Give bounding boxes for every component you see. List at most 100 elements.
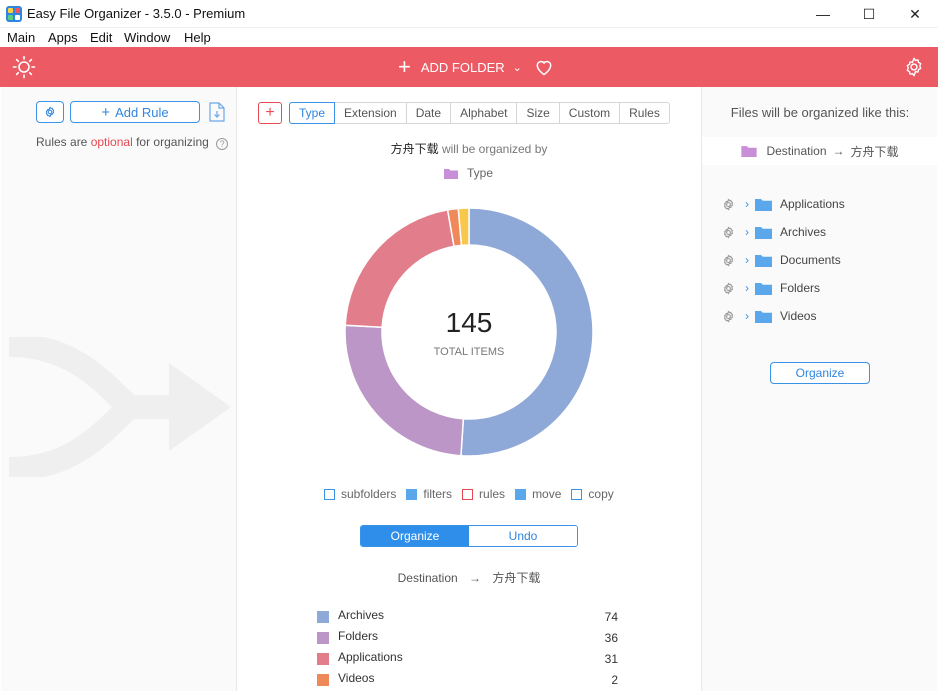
note-prefix: Rules are <box>36 135 88 149</box>
legend-label: rules <box>479 487 506 501</box>
minimize-button[interactable]: — <box>816 6 830 22</box>
gear-icon <box>45 106 55 118</box>
stat-count: 2 <box>611 673 618 687</box>
stat-row: Applications 31 <box>316 649 618 670</box>
stat-swatch <box>317 653 329 665</box>
legend-swatch <box>571 488 583 500</box>
folder-icon <box>755 310 772 323</box>
theme-sun-icon[interactable] <box>12 55 36 79</box>
preview-organize-button[interactable]: Organize <box>770 362 870 384</box>
tree-item-archives[interactable]: › Archives <box>722 218 845 246</box>
organize-undo-switch: Organize Undo <box>360 525 578 547</box>
stat-count: 74 <box>604 610 618 624</box>
preview-title: Files will be organized like this: <box>730 105 910 120</box>
folder-icon <box>755 282 772 295</box>
stat-count: 36 <box>604 631 618 645</box>
legend-label: subfolders <box>341 487 397 501</box>
legend-subfolders[interactable]: subfolders <box>324 487 396 501</box>
rules-panel: + Add Rule Rules are optional for organi… <box>1 87 237 691</box>
close-button[interactable]: ✕ <box>909 5 921 22</box>
destination-line: Destination → 方舟下载 <box>238 569 700 586</box>
stat-swatch <box>317 674 329 686</box>
tree-item-documents[interactable]: › Documents <box>722 246 845 274</box>
menu-help[interactable]: Help <box>184 30 211 45</box>
arrow-right-icon: → <box>832 144 845 158</box>
type-stats-list: Archives 74 Folders 36 Applications 31 V… <box>316 607 618 691</box>
tree-label: Applications <box>780 197 845 211</box>
rules-note: Rules are optional for organizing ? <box>36 135 229 150</box>
stat-label: Videos <box>338 671 375 685</box>
total-label: TOTAL ITEMS <box>433 346 505 358</box>
settings-gear-icon[interactable] <box>903 56 925 78</box>
legend-swatch <box>462 488 474 500</box>
tab-extension[interactable]: Extension <box>335 103 407 123</box>
chevron-right-icon[interactable]: › <box>745 281 749 295</box>
stat-swatch <box>317 632 329 644</box>
arrow-right-icon: → <box>469 571 482 585</box>
stat-label: Archives <box>338 608 385 622</box>
tab-rules[interactable]: Rules <box>629 106 660 120</box>
gear-icon[interactable] <box>722 254 735 267</box>
folder-icon <box>755 198 772 211</box>
gear-icon[interactable] <box>722 282 735 295</box>
tab-size[interactable]: Size <box>517 103 560 123</box>
stat-label: Folders <box>338 629 379 643</box>
add-filter-button[interactable]: + <box>258 102 282 124</box>
stat-row: Folders 36 <box>316 628 618 649</box>
add-folder-button[interactable]: + ADD FOLDER ⌄ <box>398 55 522 79</box>
legend-swatch <box>515 488 527 500</box>
chevron-down-icon[interactable]: ⌄ <box>512 61 522 74</box>
gear-icon[interactable] <box>722 310 735 323</box>
donut-slice-folders[interactable] <box>344 324 465 457</box>
organize-panel: + Type Extension Date Alphabet Size Cust… <box>238 87 700 691</box>
menu-edit[interactable]: Edit <box>90 30 113 45</box>
top-toolbar: + ADD FOLDER ⌄ <box>0 47 938 87</box>
tab-date[interactable]: Date <box>407 103 452 123</box>
donut-slice-documents[interactable] <box>457 207 470 247</box>
folder-icon <box>755 254 772 267</box>
tree-item-videos[interactable]: › Videos <box>722 302 845 330</box>
folder-icon <box>741 146 758 157</box>
organized-by-caption: 方舟下载 will be organized by <box>238 140 700 157</box>
tree-item-applications[interactable]: › Applications <box>722 190 845 218</box>
note-optional: optional <box>90 135 133 149</box>
undo-button[interactable]: Undo <box>469 526 577 546</box>
chevron-right-icon[interactable]: › <box>745 225 749 239</box>
organize-button[interactable]: Organize <box>361 526 469 546</box>
tab-alphabet[interactable]: Alphabet <box>451 103 518 123</box>
legend-copy[interactable]: copy <box>571 487 614 501</box>
tree-label: Archives <box>780 225 827 239</box>
legend-swatch <box>324 488 335 500</box>
legend-filters[interactable]: filters <box>406 487 452 501</box>
organized-by-type: Type <box>444 166 493 180</box>
organized-by-text: will be organized by <box>441 142 548 156</box>
chevron-right-icon[interactable]: › <box>745 197 749 211</box>
legend-move[interactable]: move <box>515 487 561 501</box>
legend-label: copy <box>588 487 614 501</box>
legend-rules[interactable]: rules <box>462 487 505 501</box>
heart-icon[interactable] <box>534 57 554 77</box>
donut-slice-archives[interactable] <box>460 207 594 457</box>
tab-custom[interactable]: Custom <box>560 103 621 123</box>
import-file-icon[interactable] <box>208 102 226 122</box>
menu-window[interactable]: Window <box>124 30 171 45</box>
tab-type[interactable]: Type <box>289 102 336 124</box>
preview-dest-value: 方舟下载 <box>850 144 899 159</box>
note-suffix: for organizing <box>136 135 209 149</box>
chevron-right-icon[interactable]: › <box>745 309 749 323</box>
stat-count: 31 <box>604 652 618 666</box>
tree-item-folders[interactable]: › Folders <box>722 274 845 302</box>
maximize-button[interactable]: ☐ <box>862 5 876 22</box>
rules-settings-button[interactable] <box>36 101 64 123</box>
chevron-right-icon[interactable]: › <box>745 253 749 267</box>
type-donut-chart <box>344 207 594 457</box>
title-bar: Easy File Organizer - 3.5.0 - Premium — … <box>0 0 938 28</box>
menu-main[interactable]: Main <box>7 30 36 45</box>
help-icon[interactable]: ? <box>216 138 229 150</box>
add-rule-label: Add Rule <box>115 104 169 120</box>
organize-by-tabs: Type Extension Date Alphabet Size Custom… <box>289 102 670 124</box>
gear-icon[interactable] <box>722 198 735 211</box>
add-rule-button[interactable]: + Add Rule <box>70 101 200 123</box>
menu-apps[interactable]: Apps <box>48 30 78 45</box>
gear-icon[interactable] <box>722 226 735 239</box>
